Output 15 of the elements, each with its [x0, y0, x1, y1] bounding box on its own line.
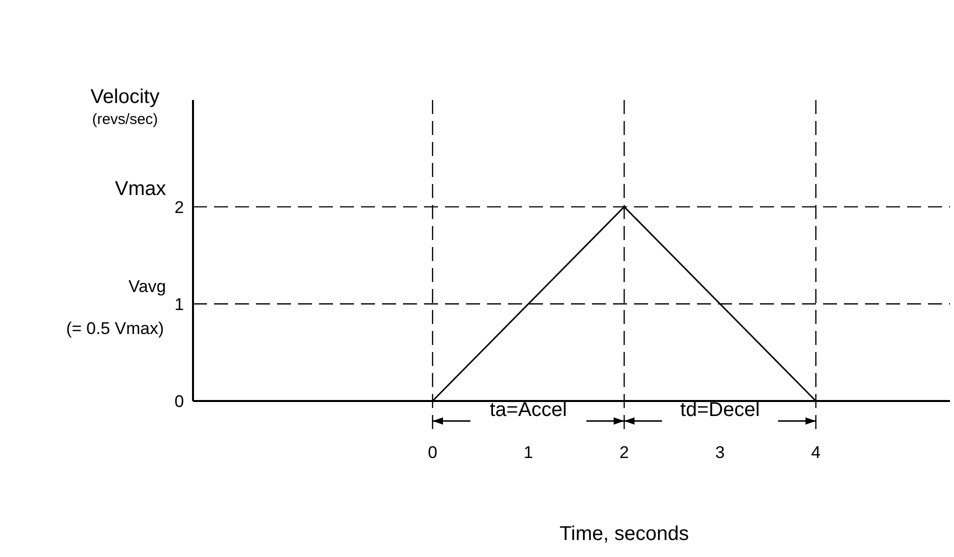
y-tick-label: 0 [174, 392, 184, 411]
x-tick-label: 1 [524, 443, 534, 462]
y-axis-title: Velocity (revs/sec) [90, 86, 160, 128]
annotation: ta=Accel [490, 399, 568, 421]
y-tick-label: 2 [174, 198, 184, 217]
x-tick-label: 0 [428, 443, 438, 462]
x-tick-label: 4 [811, 443, 821, 462]
ref-line-label: Vmax [114, 178, 166, 200]
annotation: td=Decel [680, 399, 760, 421]
text: (= 0.5 Vmax) [66, 318, 164, 338]
x-tick-label: 2 [619, 443, 629, 462]
y-tick-label: 1 [174, 294, 184, 314]
x-tick-label: 3 [715, 443, 725, 462]
x-axis-title: Time, seconds [560, 523, 689, 545]
ref-line-label: Vavg [128, 276, 166, 296]
